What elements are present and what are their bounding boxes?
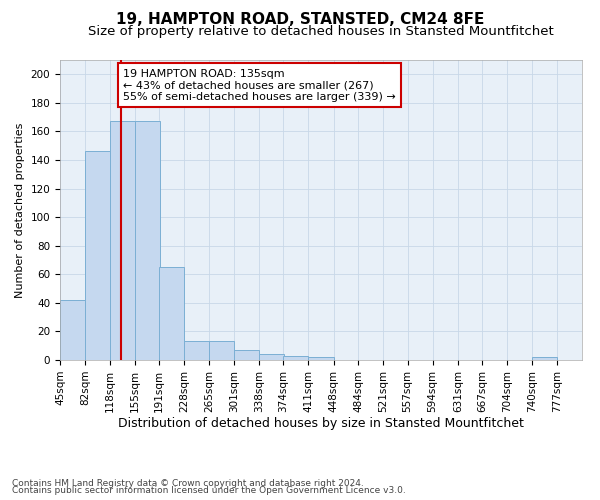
Bar xyxy=(134,122,160,360)
Bar xyxy=(110,122,134,360)
Bar xyxy=(308,357,334,360)
Bar xyxy=(159,267,184,360)
Y-axis label: Number of detached properties: Number of detached properties xyxy=(15,122,25,298)
Bar xyxy=(532,357,557,360)
Bar xyxy=(283,356,308,360)
Text: 19 HAMPTON ROAD: 135sqm
← 43% of detached houses are smaller (267)
55% of semi-d: 19 HAMPTON ROAD: 135sqm ← 43% of detache… xyxy=(123,68,396,102)
Text: 19, HAMPTON ROAD, STANSTED, CM24 8FE: 19, HAMPTON ROAD, STANSTED, CM24 8FE xyxy=(116,12,484,28)
Bar xyxy=(85,152,110,360)
Bar xyxy=(259,354,284,360)
Title: Size of property relative to detached houses in Stansted Mountfitchet: Size of property relative to detached ho… xyxy=(88,25,554,38)
Bar xyxy=(234,350,259,360)
Bar xyxy=(184,342,209,360)
Bar xyxy=(60,300,85,360)
X-axis label: Distribution of detached houses by size in Stansted Mountfitchet: Distribution of detached houses by size … xyxy=(118,418,524,430)
Text: Contains HM Land Registry data © Crown copyright and database right 2024.: Contains HM Land Registry data © Crown c… xyxy=(12,478,364,488)
Bar xyxy=(209,342,235,360)
Text: Contains public sector information licensed under the Open Government Licence v3: Contains public sector information licen… xyxy=(12,486,406,495)
